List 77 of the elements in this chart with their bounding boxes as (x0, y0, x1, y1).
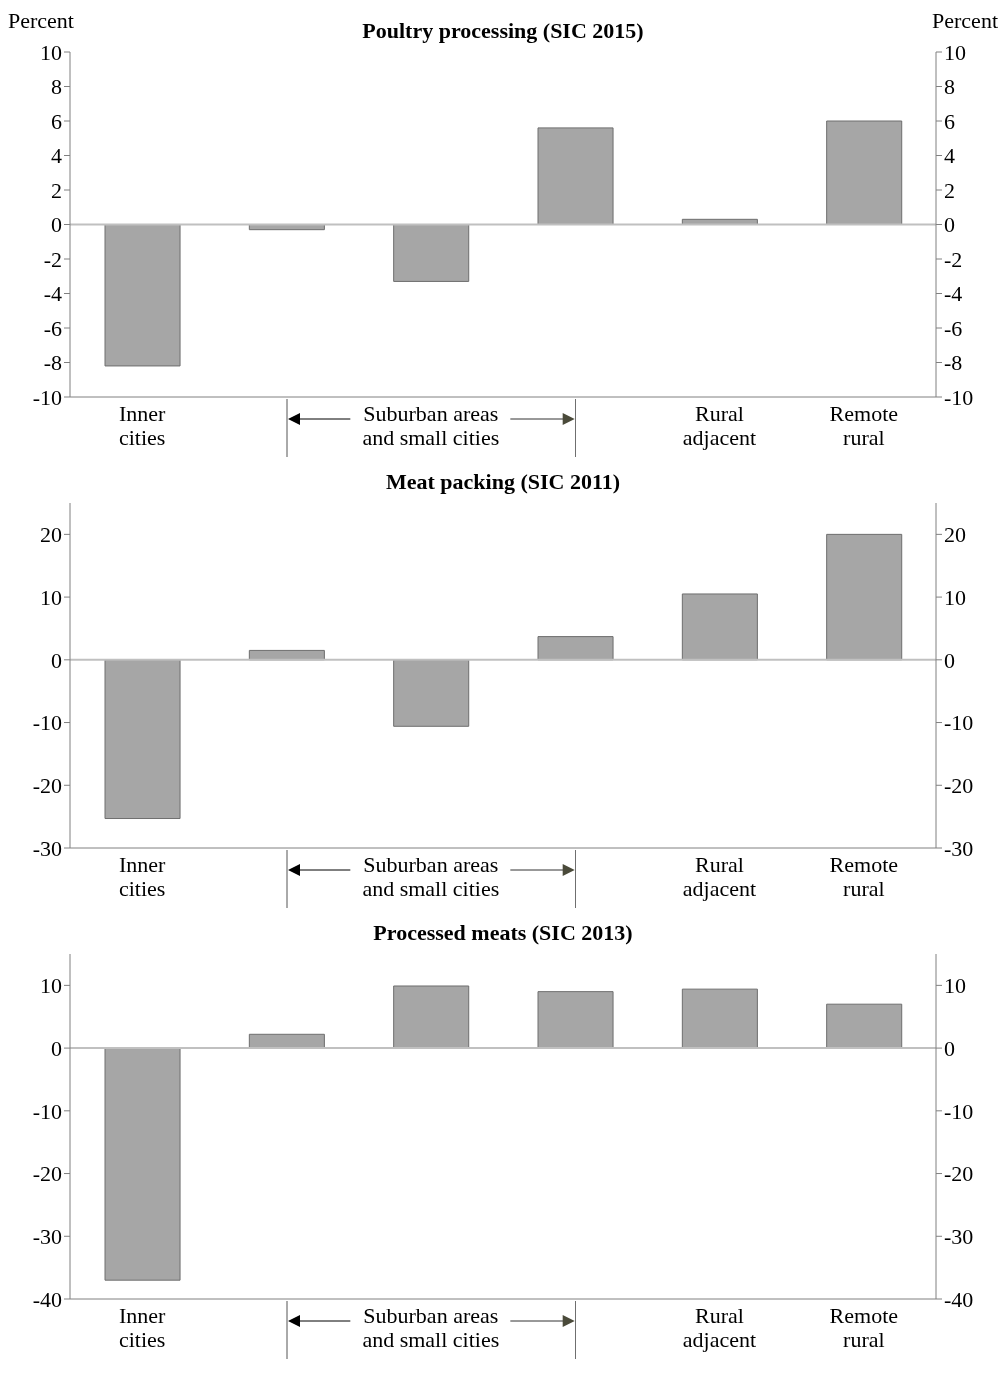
x-tick-label: Rural adjacent (682, 852, 757, 901)
y-tick-label: -10 (32, 710, 62, 736)
y2-tick-label: 0 (944, 1035, 955, 1061)
bar (681, 988, 758, 1049)
x-tick-label: Suburban areas and small cities (362, 852, 500, 901)
bar (537, 636, 614, 661)
y-tick-label: 10 (40, 973, 62, 999)
y2-axis-title: Percent (932, 8, 998, 34)
bar (826, 533, 903, 661)
bar (393, 985, 470, 1049)
y2-tick-label: -20 (944, 773, 974, 799)
bar (104, 224, 181, 367)
bar (104, 1047, 181, 1281)
y2-tick-label: 10 (944, 39, 966, 65)
y2-tick-label: 4 (944, 143, 955, 169)
y-tick-label: 20 (40, 522, 62, 548)
y-tick-label: 4 (51, 143, 62, 169)
x-tick-label: Suburban areas and small cities (362, 401, 500, 450)
y2-tick-label: 2 (944, 177, 955, 203)
y2-tick-label: -20 (944, 1161, 974, 1187)
y-tick-label: 0 (51, 647, 62, 673)
x-tick-label: Inner cities (118, 401, 167, 450)
chart-title: Processed meats (SIC 2013) (372, 920, 634, 946)
y-tick-label: -30 (32, 1224, 62, 1250)
x-tick-label: Remote rural (829, 852, 899, 901)
y2-tick-label: -2 (944, 246, 963, 272)
x-tick-label: Suburban areas and small cities (362, 1303, 500, 1352)
y2-tick-label: 8 (944, 74, 955, 100)
y2-tick-label: 0 (944, 212, 955, 238)
y2-tick-label: 10 (944, 973, 966, 999)
y-tick-label: 10 (40, 584, 62, 610)
y-tick-label: 8 (51, 74, 62, 100)
y2-tick-label: -10 (944, 384, 974, 410)
y2-tick-label: 6 (944, 108, 955, 134)
y-tick-label: -30 (32, 835, 62, 861)
y2-tick-label: -10 (944, 1098, 974, 1124)
y-tick-label: -4 (43, 281, 62, 307)
y-tick-label: 0 (51, 1035, 62, 1061)
y2-tick-label: -10 (944, 710, 974, 736)
y-tick-label: -10 (32, 1098, 62, 1124)
y-tick-label: -6 (43, 315, 62, 341)
x-tick-label: Remote rural (829, 401, 899, 450)
y2-tick-label: 0 (944, 647, 955, 673)
x-tick-label: Inner cities (118, 852, 167, 901)
y2-tick-label: -30 (944, 1224, 974, 1250)
y-tick-label: -2 (43, 246, 62, 272)
bar (681, 593, 758, 661)
y-tick-label: -20 (32, 773, 62, 799)
bar (826, 1003, 903, 1049)
bar (826, 120, 903, 225)
x-tick-label: Remote rural (829, 1303, 899, 1352)
x-tick-label: Inner cities (118, 1303, 167, 1352)
y2-tick-label: -6 (944, 315, 963, 341)
y-axis-title: Percent (8, 8, 74, 34)
y-tick-label: 6 (51, 108, 62, 134)
y-tick-label: -8 (43, 350, 62, 376)
x-tick-label: Rural adjacent (682, 401, 757, 450)
y-tick-label: 0 (51, 212, 62, 238)
y2-tick-label: -4 (944, 281, 963, 307)
y-tick-label: 2 (51, 177, 62, 203)
y-tick-label: -40 (32, 1286, 62, 1312)
y2-tick-label: -40 (944, 1286, 974, 1312)
y2-tick-label: -30 (944, 835, 974, 861)
bar (537, 127, 614, 225)
bar (393, 224, 470, 282)
bar (104, 659, 181, 820)
y-tick-label: -20 (32, 1161, 62, 1187)
y2-tick-label: -8 (944, 350, 963, 376)
bar (393, 659, 470, 727)
y-tick-label: 10 (40, 39, 62, 65)
chart-title: Meat packing (SIC 2011) (384, 469, 622, 495)
y2-tick-label: 20 (944, 522, 966, 548)
x-tick-label: Rural adjacent (682, 1303, 757, 1352)
chart-title: Poultry processing (SIC 2015) (362, 18, 644, 43)
bar (537, 991, 614, 1049)
y-tick-label: -10 (32, 384, 62, 410)
y2-tick-label: 10 (944, 584, 966, 610)
